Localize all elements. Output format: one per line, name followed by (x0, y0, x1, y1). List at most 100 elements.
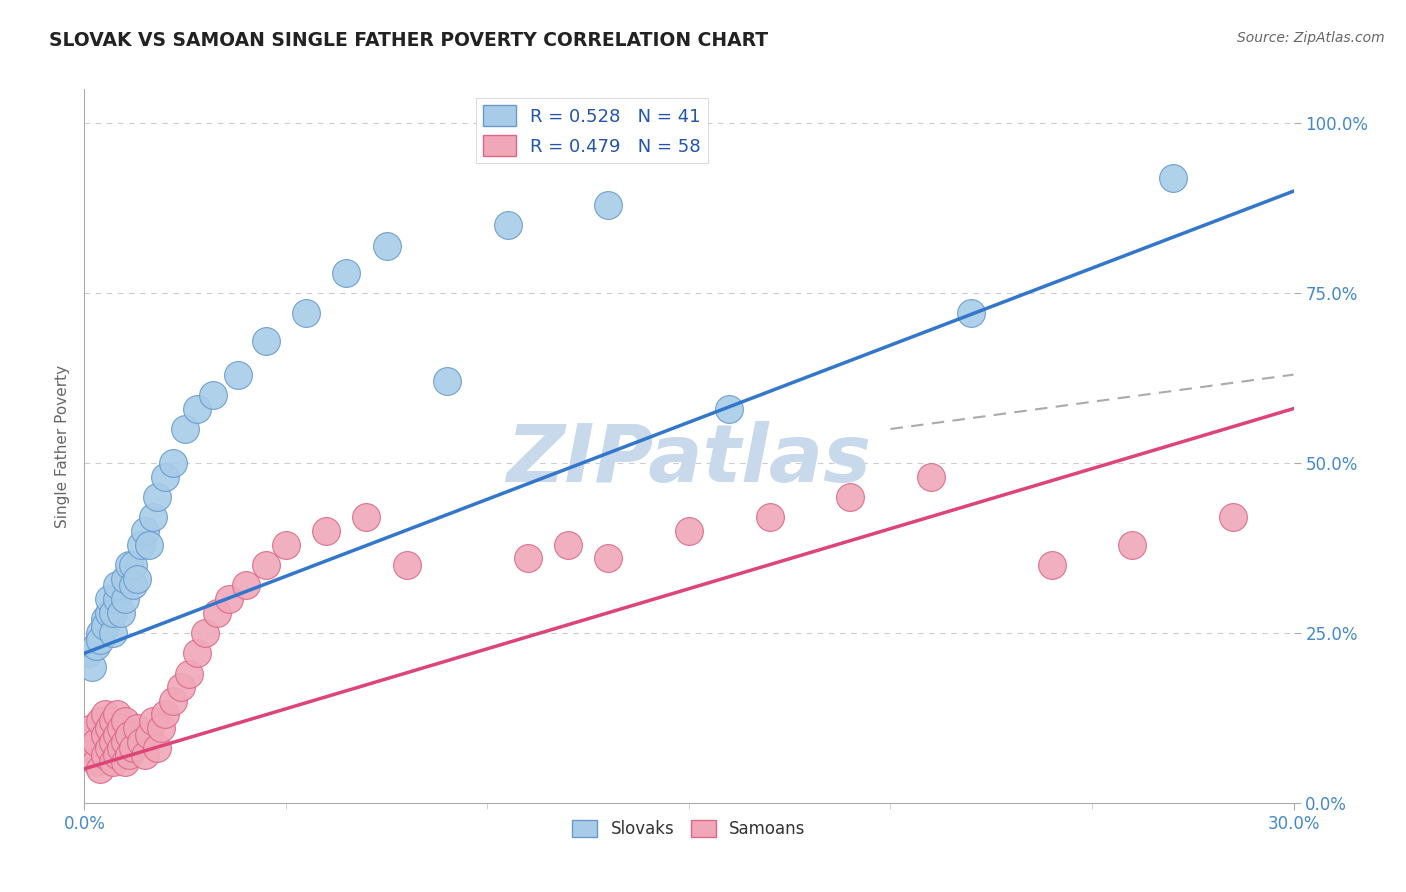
Point (86, 734, 108, 748)
Point (86, 755, 108, 769)
Point (125, 721, 148, 735)
Point (82, 721, 104, 735)
Point (162, 456, 184, 470)
Point (138, 537, 160, 551)
Point (496, 218, 519, 232)
Point (121, 741, 143, 756)
Point (93, 728, 115, 742)
Point (89, 626, 111, 640)
Point (97, 591, 120, 606)
Point (93, 707, 115, 722)
Point (129, 734, 152, 748)
Point (134, 524, 156, 538)
Point (114, 591, 136, 606)
Point (121, 578, 143, 592)
Point (179, 666, 201, 681)
Point (142, 510, 165, 524)
Point (758, 510, 780, 524)
Point (82, 741, 104, 756)
Text: ZIPatlas: ZIPatlas (506, 421, 872, 500)
Point (77, 748, 100, 763)
Point (118, 728, 141, 742)
Point (356, 510, 378, 524)
Point (93, 748, 115, 763)
Point (77, 728, 100, 742)
Point (153, 707, 176, 722)
Y-axis label: Single Father Poverty: Single Father Poverty (55, 365, 70, 527)
Point (101, 626, 124, 640)
Point (105, 591, 128, 606)
Point (920, 469, 942, 483)
Point (101, 606, 124, 620)
Point (149, 721, 172, 735)
Point (162, 694, 184, 708)
Point (207, 606, 229, 620)
Point (97, 606, 120, 620)
Point (118, 558, 141, 572)
Legend: Slovaks, Samoans: Slovaks, Samoans (565, 813, 813, 845)
Point (274, 537, 297, 551)
Point (93, 619, 115, 633)
Point (839, 490, 862, 504)
Point (146, 490, 169, 504)
Point (105, 707, 128, 722)
Point (186, 646, 208, 660)
Point (146, 741, 169, 756)
Point (105, 578, 128, 592)
Text: SLOVAK VS SAMOAN SINGLE FATHER POVERTY CORRELATION CHART: SLOVAK VS SAMOAN SINGLE FATHER POVERTY C… (49, 31, 768, 50)
Point (86, 640, 108, 654)
Point (516, 551, 538, 566)
Point (436, 375, 458, 389)
Text: Source: ZipAtlas.com: Source: ZipAtlas.com (1237, 31, 1385, 45)
Point (105, 748, 128, 763)
Point (93, 612, 115, 626)
Point (114, 734, 136, 748)
Point (121, 558, 143, 572)
Point (598, 198, 620, 212)
Point (129, 537, 152, 551)
Point (1040, 558, 1063, 572)
Point (125, 572, 148, 586)
Point (598, 551, 620, 566)
Point (110, 721, 132, 735)
Point (138, 728, 160, 742)
Point (335, 266, 357, 280)
Point (114, 572, 136, 586)
Point (82, 660, 104, 674)
Point (194, 626, 217, 640)
Point (110, 741, 132, 756)
Point (89, 762, 111, 776)
Point (110, 606, 132, 620)
Point (557, 537, 579, 551)
Point (718, 401, 741, 416)
Point (97, 741, 120, 756)
Point (134, 748, 156, 763)
Point (254, 558, 277, 572)
Point (105, 728, 128, 742)
Point (218, 591, 240, 606)
Point (77, 646, 100, 660)
Point (1121, 537, 1143, 551)
Point (89, 714, 111, 729)
Point (1161, 170, 1184, 185)
Point (174, 422, 197, 436)
Point (101, 755, 124, 769)
Point (202, 388, 225, 402)
Point (170, 680, 193, 694)
Point (101, 734, 124, 748)
Point (97, 721, 120, 735)
Point (960, 306, 983, 320)
Point (254, 334, 277, 348)
Point (315, 524, 337, 538)
Point (678, 524, 700, 538)
Point (89, 632, 111, 647)
Point (101, 714, 124, 729)
Point (114, 755, 136, 769)
Point (1222, 510, 1244, 524)
Point (118, 748, 141, 763)
Point (114, 714, 136, 729)
Point (142, 714, 165, 729)
Point (186, 401, 208, 416)
Point (235, 578, 257, 592)
Point (295, 306, 318, 320)
